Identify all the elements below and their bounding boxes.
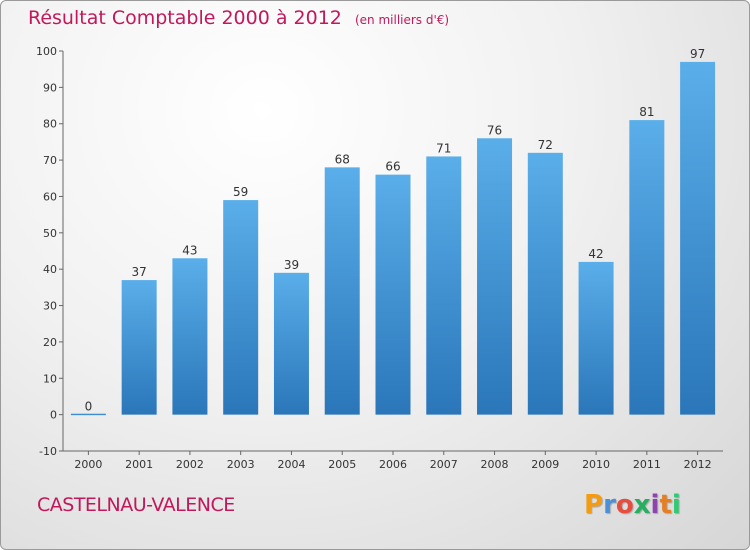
bar-2007 — [426, 156, 462, 415]
x-tick-label: 2010 — [582, 458, 610, 471]
y-tick-label: 0 — [50, 409, 57, 422]
y-tick-label: 70 — [43, 154, 57, 167]
data-label-2001: 37 — [132, 265, 147, 279]
y-tick-label: 60 — [43, 190, 57, 203]
bar-2003 — [223, 200, 259, 415]
logo-letter: i — [671, 490, 681, 520]
x-tick-label: 2009 — [531, 458, 559, 471]
data-label-2000: 0 — [85, 400, 93, 414]
commune-name: CASTELNAU-VALENCE — [37, 494, 235, 516]
data-label-2007: 71 — [436, 141, 451, 155]
bar-2005 — [324, 167, 360, 415]
data-label-2010: 42 — [588, 247, 603, 261]
data-label-2012: 97 — [690, 47, 705, 61]
x-tick-label: 2005 — [328, 458, 356, 471]
y-tick-label: 90 — [43, 81, 57, 94]
bar-2010 — [578, 261, 614, 415]
title-unit: (en milliers d'€) — [354, 13, 450, 27]
chart-title: Résultat Comptable 2000 à 2012 (en milli… — [28, 7, 449, 29]
logo-letter: r — [603, 490, 616, 520]
bar-2000 — [70, 413, 106, 416]
bar-2009 — [527, 152, 563, 415]
bar-2002 — [172, 258, 208, 415]
bar-2008 — [477, 138, 513, 415]
data-label-2011: 81 — [639, 105, 654, 119]
x-tick-label: 2012 — [684, 458, 712, 471]
x-tick-label: 2002 — [176, 458, 204, 471]
x-tick-label: 2000 — [74, 458, 102, 471]
data-label-2009: 72 — [538, 138, 553, 152]
logo-letter: x — [633, 490, 651, 520]
x-tick-label: 2003 — [227, 458, 255, 471]
data-label-2008: 76 — [487, 123, 502, 137]
data-label-2002: 43 — [182, 243, 197, 257]
y-tick-label: 50 — [43, 227, 57, 240]
logo-letter: P — [584, 490, 604, 520]
y-tick-label: 20 — [43, 336, 57, 349]
x-tick-label: 2011 — [633, 458, 661, 471]
x-tick-label: 2001 — [125, 458, 153, 471]
logo-letter: o — [615, 490, 634, 520]
y-tick-label: 30 — [43, 300, 57, 313]
logo-letter: t — [659, 490, 672, 520]
title-main: Résultat Comptable 2000 à 2012 — [28, 7, 342, 29]
data-label-2004: 39 — [284, 258, 299, 272]
y-tick-label: 10 — [43, 372, 57, 385]
data-label-2006: 66 — [385, 160, 400, 174]
logo-letter: i — [650, 490, 660, 520]
x-tick-label: 2006 — [379, 458, 407, 471]
x-tick-label: 2004 — [277, 458, 305, 471]
bar-2006 — [375, 174, 411, 415]
y-tick-label: -10 — [39, 445, 57, 458]
bar-2001 — [121, 280, 157, 415]
bar-2011 — [629, 120, 665, 415]
data-label-2005: 68 — [335, 152, 350, 166]
data-label-2003: 59 — [233, 185, 248, 199]
bar-2004 — [273, 272, 309, 415]
x-tick-label: 2008 — [481, 458, 509, 471]
proxiti-logo[interactable]: Proxiti — [584, 490, 681, 520]
x-tick-label: 2007 — [430, 458, 458, 471]
y-tick-label: 80 — [43, 118, 57, 131]
y-tick-label: 40 — [43, 263, 57, 276]
y-tick-label: 100 — [36, 45, 57, 58]
bar-2012 — [680, 61, 716, 415]
